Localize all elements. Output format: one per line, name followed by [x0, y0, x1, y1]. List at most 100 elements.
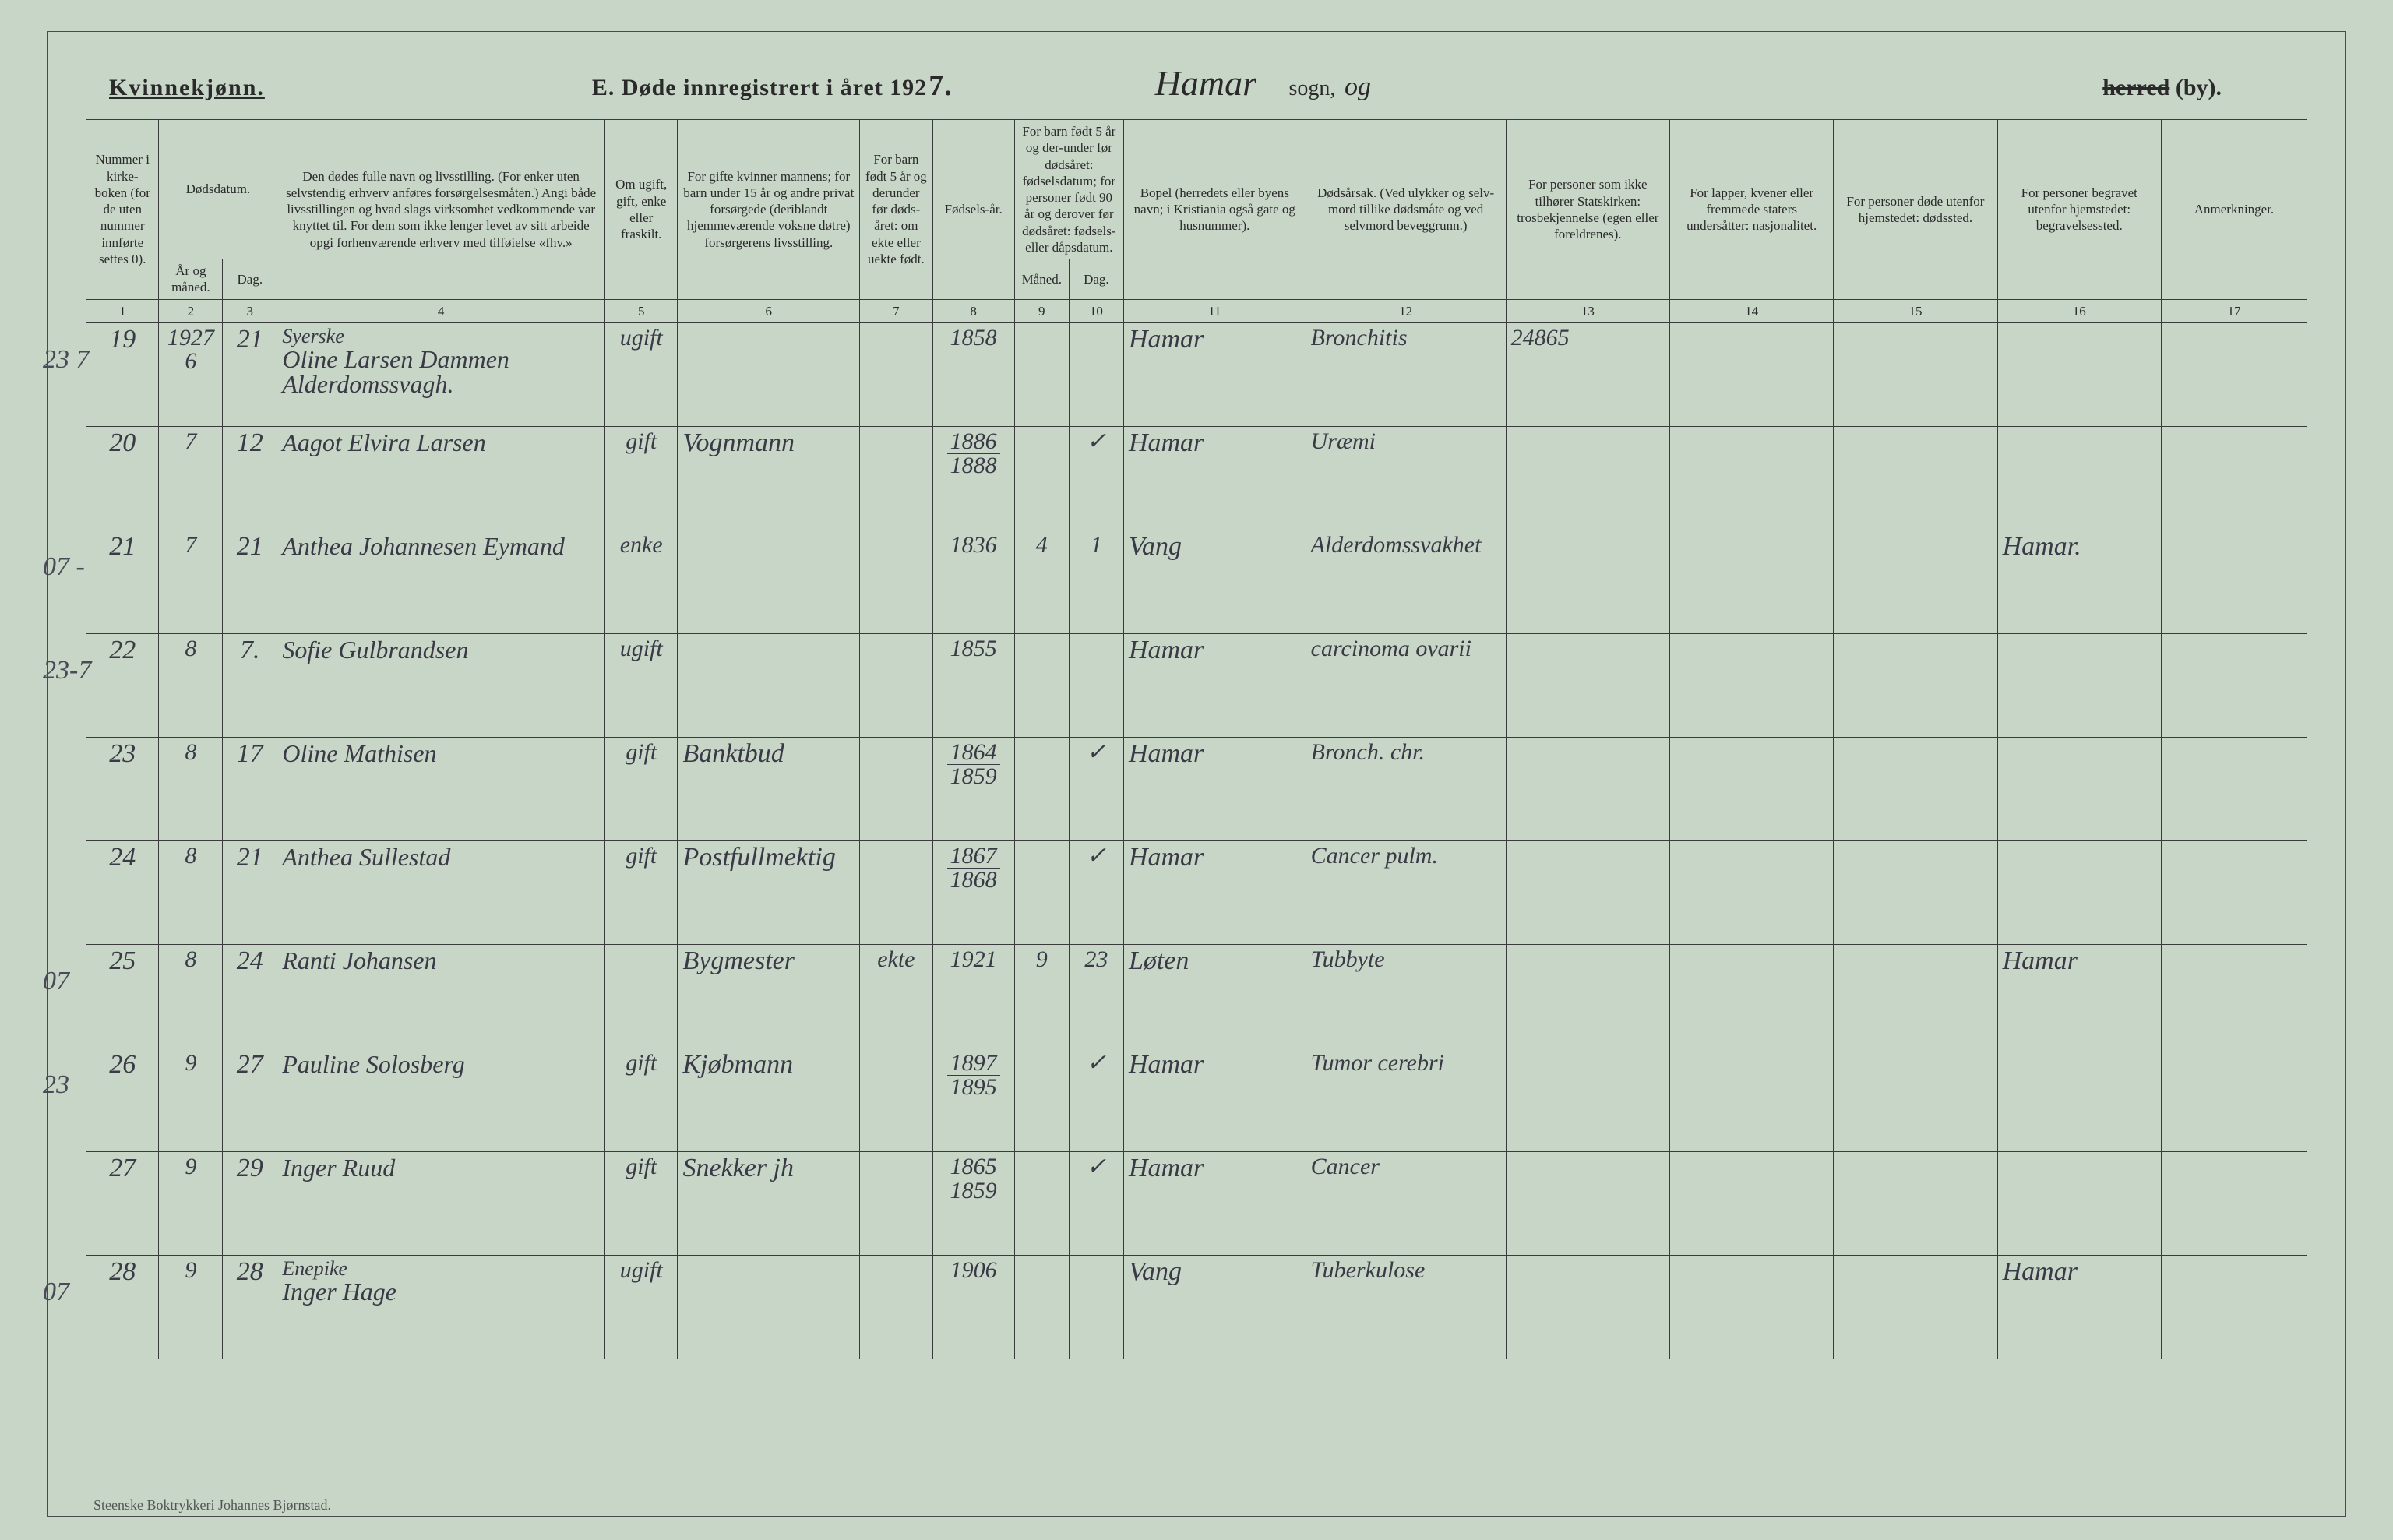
cell: Vang: [1123, 1255, 1306, 1359]
cell: [1014, 1255, 1069, 1359]
col-10-header: Dag.: [1069, 259, 1123, 300]
cell: [860, 1048, 932, 1151]
col-5-header: Om ugift, gift, enke eller fraskilt.: [604, 120, 677, 300]
col-9-10-top: For barn født 5 år og der-under før døds…: [1014, 120, 1123, 259]
cell: [1014, 1151, 1069, 1255]
margin-note: 07: [43, 1279, 69, 1306]
cell: 21: [223, 840, 277, 944]
cell: Hamar: [1123, 1048, 1306, 1151]
cell: ugift: [604, 633, 677, 737]
cell: [1506, 840, 1669, 944]
cell: Oline Mathisen: [277, 737, 605, 840]
cell: [2161, 840, 2307, 944]
cell: 9: [159, 1151, 223, 1255]
register-table: Nummer i kirke-boken (for de uten nummer…: [86, 119, 2307, 1359]
coln-9: 9: [1014, 299, 1069, 322]
cell: [1834, 944, 1997, 1048]
cell: gift: [604, 426, 677, 530]
cell: [1669, 944, 1833, 1048]
cell: 24: [223, 944, 277, 1048]
table-row: 2223-787.Sofie Gulbrandsenugift1855Hamar…: [86, 633, 2307, 737]
cell: [2161, 633, 2307, 737]
cell: [1669, 633, 1833, 737]
cell: [1069, 633, 1123, 737]
cell: [1997, 426, 2161, 530]
cell: gift: [604, 1151, 677, 1255]
cell: Ranti Johansen: [277, 944, 605, 1048]
cell: 2223-7: [86, 633, 159, 737]
cell: [1069, 322, 1123, 426]
cell: [2161, 530, 2307, 633]
page-title: E. Døde innregistrert i året 1927.: [592, 69, 953, 103]
col-14-header: For lapper, kvener eller fremmede stater…: [1669, 120, 1833, 300]
cell: ekte: [860, 944, 932, 1048]
cell: 2107 -: [86, 530, 159, 633]
cell: 27: [223, 1048, 277, 1151]
table-row: 2623927Pauline SolosberggiftKjøbmann1897…: [86, 1048, 2307, 1151]
cell: [1997, 633, 2161, 737]
cell: [1014, 1048, 1069, 1151]
cell: [1669, 1048, 1833, 1151]
cell: 2623: [86, 1048, 159, 1151]
col-8-header: Fødsels-år.: [932, 120, 1014, 300]
cell: ✓: [1069, 1048, 1123, 1151]
cell: ugift: [604, 322, 677, 426]
cell: 7: [159, 426, 223, 530]
cell: Tubbyte: [1306, 944, 1506, 1048]
cell: Hamar: [1123, 426, 1306, 530]
cell: [1669, 322, 1833, 426]
cell: [1834, 840, 1997, 944]
cell: 1921: [932, 944, 1014, 1048]
cell: gift: [604, 737, 677, 840]
col-1-header: Nummer i kirke-boken (for de uten nummer…: [86, 120, 159, 300]
cell: 24865: [1506, 322, 1669, 426]
cell: [2161, 737, 2307, 840]
coln-2: 2: [159, 299, 223, 322]
sogn-block: Hamar sogn, og: [1155, 62, 1371, 104]
col-9-header: Måned.: [1014, 259, 1069, 300]
cell: 2507: [86, 944, 159, 1048]
cell: Cancer: [1306, 1151, 1506, 1255]
cell: Hamar: [1123, 633, 1306, 737]
table-body: 1923 71927621SyerskeOline Larsen Dammen …: [86, 322, 2307, 1359]
cell: Vognmann: [678, 426, 860, 530]
col-12-header: Dødsårsak. (Ved ulykker og selv-mord til…: [1306, 120, 1506, 300]
cell: gift: [604, 1048, 677, 1151]
cell: Hamar: [1123, 737, 1306, 840]
cell: [678, 633, 860, 737]
col-7-header: For barn født 5 år og derunder før døds-…: [860, 120, 932, 300]
col-13-header: For personer som ikke tilhører Statskirk…: [1506, 120, 1669, 300]
coln-8: 8: [932, 299, 1014, 322]
cell: [2161, 426, 2307, 530]
cell: [1506, 530, 1669, 633]
cell: 18671868: [932, 840, 1014, 944]
cell: Hamar: [1997, 944, 2161, 1048]
col-16-header: For personer begravet utenfor hjemstedet…: [1997, 120, 2161, 300]
col-17-header: Anmerkninger.: [2161, 120, 2307, 300]
cell: [678, 530, 860, 633]
table-row: 2107 -721Anthea Johannesen Eymandenke183…: [86, 530, 2307, 633]
cell: 27: [86, 1151, 159, 1255]
coln-17: 17: [2161, 299, 2307, 322]
cell: [604, 944, 677, 1048]
cell: Banktbud: [678, 737, 860, 840]
col-11-header: Bopel (herredets eller byens navn; i Kri…: [1123, 120, 1306, 300]
cell: [1834, 322, 1997, 426]
cell: [1834, 1151, 1997, 1255]
cell: Hamar.: [1997, 530, 2161, 633]
col-4-header: Den dødes fulle navn og livsstilling. (F…: [277, 120, 605, 300]
table-row: 2507824Ranti JohansenBygmesterekte192192…: [86, 944, 2307, 1048]
margin-note: 23-7: [43, 657, 91, 684]
coln-1: 1: [86, 299, 159, 322]
cell: 9: [1014, 944, 1069, 1048]
cell: Vang: [1123, 530, 1306, 633]
cell: [860, 322, 932, 426]
margin-note: 07: [43, 968, 69, 995]
sogn-name: Hamar: [1155, 63, 1256, 103]
cell: 21: [223, 322, 277, 426]
coln-13: 13: [1506, 299, 1669, 322]
cell: Kjøbmann: [678, 1048, 860, 1151]
cell: carcinoma ovarii: [1306, 633, 1506, 737]
table-row: 1923 71927621SyerskeOline Larsen Dammen …: [86, 322, 2307, 426]
cell: [1834, 1255, 1997, 1359]
